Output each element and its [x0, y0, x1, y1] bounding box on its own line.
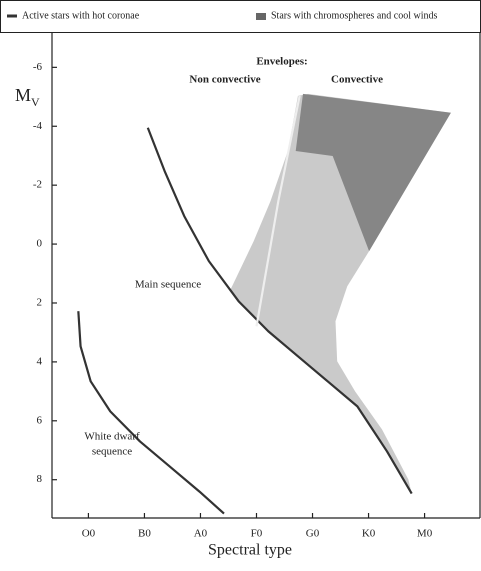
x-tick-label: F0 [251, 528, 263, 540]
x-tick-label: G0 [306, 528, 320, 540]
annotation: Non convective [189, 74, 260, 86]
y-label-sub: V [31, 95, 40, 109]
x-tick-label: O0 [82, 528, 96, 540]
annotation: Convective [331, 74, 383, 86]
annotation: Envelopes: [256, 56, 307, 68]
y-tick-label: -6 [33, 61, 43, 73]
y-label: M [15, 85, 31, 105]
y-tick-label: 8 [37, 473, 43, 485]
annotation: Main sequence [135, 279, 201, 291]
x-tick-label: K0 [362, 528, 376, 540]
x-tick-label: A0 [194, 528, 208, 540]
annotation: sequence [92, 446, 132, 458]
x-label: Spectral type [208, 542, 292, 559]
y-tick-label: 2 [37, 297, 43, 309]
y-tick-label: 6 [37, 414, 43, 426]
legend-label: Stars with chromospheres and cool winds [271, 10, 437, 21]
y-tick-label: 0 [37, 238, 43, 250]
y-tick-label: -2 [33, 179, 42, 191]
y-tick-label: 4 [37, 355, 43, 367]
curve [255, 95, 301, 327]
shaded-region [295, 93, 451, 252]
x-tick-label: B0 [138, 528, 151, 540]
curve [77, 311, 225, 515]
annotation: White dwarf [84, 431, 140, 443]
y-tick-label: -4 [33, 120, 43, 132]
legend-swatch [256, 13, 266, 20]
x-tick-label: M0 [417, 528, 433, 540]
curve [146, 127, 413, 495]
legend-label: Active stars with hot coronae [22, 10, 140, 21]
